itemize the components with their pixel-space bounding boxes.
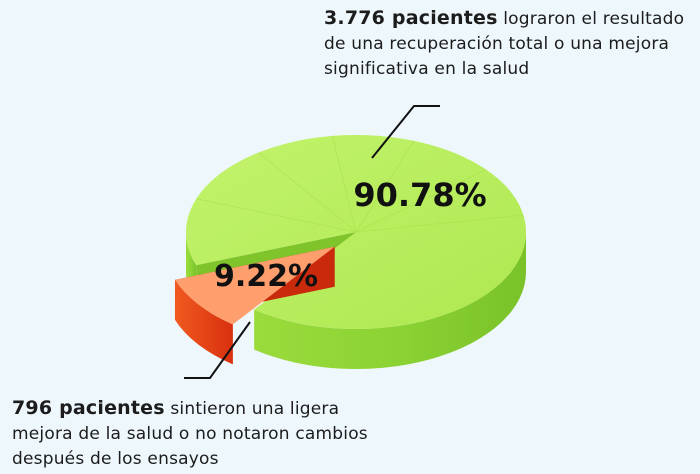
slice-major-facet <box>355 169 487 233</box>
slice-minor-top <box>174 246 335 325</box>
callout-minor-text: sintieron una ligera mejora de la salud … <box>12 399 368 469</box>
callout-major: 3.776 pacientes lograron el resultado de… <box>324 6 696 82</box>
slice-major-facet <box>355 214 524 233</box>
leader-line-minor <box>184 321 251 379</box>
slice-major-facet <box>258 152 357 233</box>
callout-minor: 796 pacientes sintieron una ligera mejor… <box>12 396 372 472</box>
slice-major-side-front <box>254 232 527 369</box>
leader-line-major <box>371 105 440 159</box>
label-major-percent: 90.78% <box>353 176 486 214</box>
slice-minor-side <box>174 279 233 365</box>
slice-major-facet <box>196 198 357 233</box>
label-minor-percent: 9.22% <box>214 259 318 294</box>
callout-major-text: lograron el resultado de una recuperació… <box>324 9 685 79</box>
slice-major-facet <box>355 140 415 233</box>
slice-major-facet <box>331 135 357 233</box>
callout-minor-count: 796 pacientes <box>12 397 165 419</box>
callout-major-count: 3.776 pacientes <box>324 7 498 29</box>
